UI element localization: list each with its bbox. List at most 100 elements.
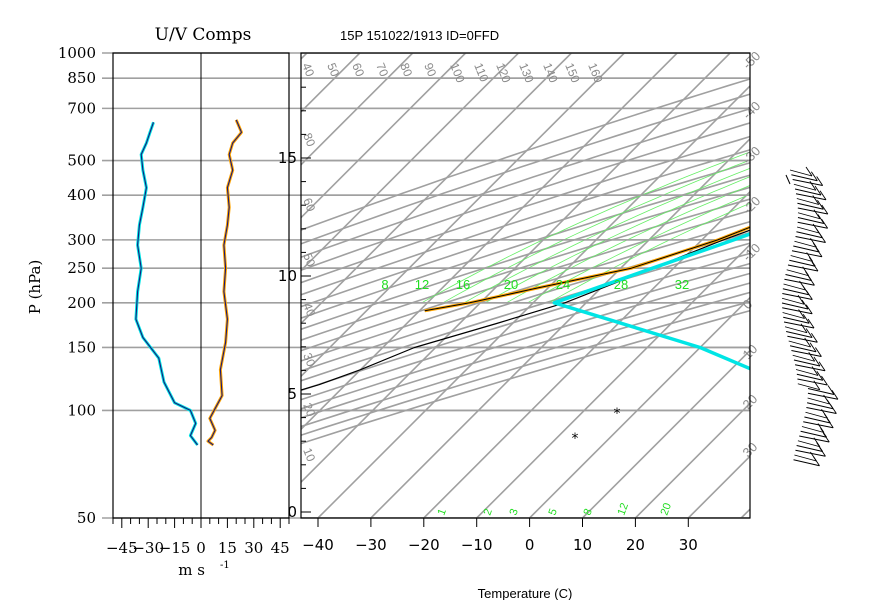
wind-barb-staff: [796, 373, 823, 381]
isotherm-line: [301, 53, 467, 219]
wind-barb-flag: [821, 375, 828, 386]
dry-adiabat-line: [301, 220, 750, 362]
dry-adiabat-line: [301, 186, 750, 331]
wind-barb: [803, 418, 834, 429]
dewpoint-profile-outline: [424, 226, 750, 312]
wind-barb-staff: [782, 288, 809, 296]
wind-barb-staff: [783, 283, 806, 291]
wind-barb: [783, 280, 806, 291]
uv-series: [134, 119, 243, 447]
wind-barb-staff: [784, 278, 815, 286]
wind-barb-flag: [808, 352, 816, 362]
wind-barb-staff: [782, 307, 813, 315]
wind-barb-staff: [797, 221, 828, 229]
wind-barb: [797, 219, 829, 229]
wind-barb: [797, 209, 821, 220]
skewt-title: 15P 151022/1913 ID=0FFD: [340, 28, 499, 43]
height-tick-label: 10: [278, 267, 297, 285]
dry-adiabat-label: 120: [493, 61, 514, 85]
wind-barb: [781, 299, 809, 310]
wind-barb-flag: [808, 276, 815, 286]
wind-barb-flag: [811, 261, 819, 272]
isotherm-line: [301, 53, 625, 378]
parcel-profile: [552, 232, 750, 371]
wind-barb: [791, 171, 818, 182]
skewt-frame: [300, 52, 751, 519]
mixing-ratio-line: [793, 53, 887, 132]
pressure-tick-label: 400: [67, 186, 96, 204]
wind-barb-staff: [807, 402, 834, 410]
wind-barb-flag: [813, 209, 821, 219]
wind-barb-staff: [783, 321, 815, 329]
moist-adiabat-line: [548, 202, 750, 304]
pressure-tick-label: 250: [67, 259, 96, 277]
wind-barb-staff: [792, 354, 815, 362]
wind-barb-staff: [796, 198, 819, 205]
wind-barb-staff: [787, 335, 818, 343]
wind-barb-flag: [801, 299, 809, 310]
wind-barb-flag: [797, 295, 805, 305]
wind-barb-flag: [809, 342, 817, 352]
moist-adiabat-label: 5: [547, 507, 560, 517]
wind-barb: [797, 375, 828, 386]
wind-barb-flag: [811, 333, 818, 343]
wind-barb-staff: [788, 340, 811, 348]
skewt-background-lines: [301, 53, 887, 518]
uv-axis-ticks: 501001502002503004005007008501000−45−30−…: [58, 44, 290, 557]
wind-barb: [791, 347, 822, 357]
wind-barb-flag: [811, 366, 819, 376]
dry-adiabat-line: [301, 78, 750, 231]
temperature-tick-label: 10: [573, 536, 592, 554]
theta-label: 40: [300, 301, 318, 319]
wind-barb-flag: [813, 456, 820, 466]
wind-barb-staff: [781, 297, 805, 305]
wind-barb-flag: [805, 166, 813, 177]
dry-adiabat-line: [301, 122, 750, 271]
dry-adiabat-label: 50: [324, 61, 342, 79]
wind-barb-staff: [796, 231, 823, 239]
wind-barb-staff: [797, 226, 820, 234]
wind-barb: [784, 276, 815, 286]
wind-barb-flag: [819, 447, 826, 457]
moist-adiabat-label: 12: [616, 501, 631, 517]
moist-adiabat-label: 8: [582, 507, 595, 517]
wind-barb: [795, 366, 819, 376]
isotherm-line: [301, 53, 520, 272]
wind-barb-flag: [815, 247, 823, 257]
wind-barb-staff: [797, 217, 825, 224]
dry-adiabat-line: [301, 282, 750, 419]
skewt-profiles: **: [301, 225, 750, 447]
wind-barb-flag: [804, 337, 812, 348]
moist-adiabat-line: [485, 176, 750, 304]
wind-barb-staff: [795, 193, 827, 201]
wind-barb: [797, 223, 820, 234]
wind-barb-flag: [822, 432, 830, 443]
wind-barb-staff: [786, 331, 813, 338]
moist-adiabat-line: [421, 151, 750, 304]
wind-barb-flag: [810, 171, 818, 181]
wind-barb: [807, 385, 835, 395]
wind-barb-flag: [826, 418, 834, 428]
wind-barb-staff: [793, 459, 820, 467]
wind-barb-flag: [817, 200, 824, 210]
wind-barb-flag: [812, 195, 820, 205]
wind-barb: [785, 174, 791, 185]
wind-barb-flag: [827, 385, 835, 395]
wind-barb: [783, 318, 815, 329]
wind-barb-flag: [817, 214, 825, 224]
theta-label: 60: [300, 196, 318, 214]
theta-label: 20: [300, 401, 318, 419]
wind-barb: [793, 181, 817, 191]
dry-adiabat-label: 150: [562, 61, 583, 85]
pressure-tick-label: 50: [77, 509, 96, 527]
mixing-ratio-label: 24: [556, 277, 570, 292]
wind-barb: [793, 456, 820, 467]
skewt-line-labels: 40 50 60 70 80 90 100 110 120 130 140 150 1608060504…: [299, 48, 763, 517]
wind-barb-staff: [793, 245, 820, 253]
wind-barb-staff: [797, 212, 821, 220]
dry-adiabat-line: [301, 231, 750, 372]
wind-barb-staff: [791, 350, 822, 357]
wind-barb-flag: [821, 204, 829, 215]
dry-adiabat-line: [301, 272, 750, 410]
uv-x-axis-label: m s: [178, 561, 205, 579]
